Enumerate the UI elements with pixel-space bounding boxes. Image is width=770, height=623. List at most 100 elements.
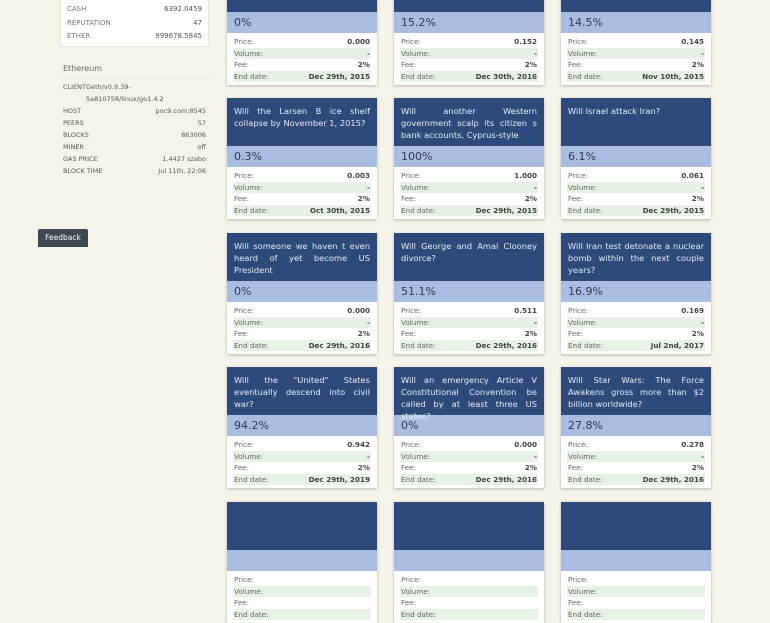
detail-label: Price:: [568, 440, 588, 449]
market-details: Price: 0.152 Volume: - Fee: 2% End date: Dec 30…: [394, 33, 544, 85]
detail-value: 0.942: [347, 440, 370, 449]
detail-label: End date:: [234, 474, 269, 484]
detail-label: Fee:: [401, 598, 417, 607]
ethereum-value: poc9.com:8545: [155, 107, 207, 115]
market-question[interactable]: Will the Larsen B ice shelf collapse by …: [227, 98, 377, 146]
market-details: Price: 0.942 Volume: - Fee: 2% End date: Dec 29…: [227, 436, 377, 488]
market-question[interactable]: Will Israel attack Iran?: [561, 98, 711, 146]
detail-price: Price: 0.000: [233, 305, 371, 317]
detail-value: 0.169: [681, 306, 704, 315]
market-card[interactable]: Will Star Wars: The Force Awakens gross …: [561, 367, 711, 488]
detail-label: Fee:: [568, 463, 584, 472]
market-question[interactable]: 2015?: [227, 0, 377, 12]
detail-value: Dec 29th, 2015: [308, 71, 370, 81]
detail-value: 0.278: [681, 440, 704, 449]
ethereum-row: BLOCK TIME Jul 11th, 22:06: [60, 165, 209, 177]
detail-label: End date:: [234, 609, 269, 619]
detail-label: Fee:: [568, 60, 584, 69]
account-summary: CASH 6392.0459 REPUTATION 47 ETHER 999678.584…: [60, 0, 209, 47]
detail-end: End date: Jul 2nd, 2017: [567, 339, 705, 351]
market-card[interactable]: Will the Larsen B ice shelf collapse by …: [227, 98, 377, 219]
detail-fee: Fee: 2%: [567, 462, 705, 474]
detail-label: Volume:: [401, 182, 431, 192]
detail-label: End date:: [568, 609, 603, 619]
market-card[interactable]: Will George and Amal Clooney divorce? 51…: [394, 233, 544, 354]
detail-label: End date:: [568, 71, 603, 81]
market-question[interactable]: Will Iran test detonate a nuclear bomb w…: [561, 233, 711, 281]
ethereum-panel: Ethereum CLIENT Geth/v0.9.39-5a810758/lin…: [60, 60, 209, 177]
market-card[interactable]: Price: Volume: Fee: End date:: [561, 502, 711, 623]
market-probability: [394, 550, 544, 571]
market-details: Price: 0.145 Volume: - Fee: 2% End date: Nov 10…: [561, 33, 711, 85]
market-card[interactable]: Price: Volume: Fee: End date:: [394, 502, 544, 623]
ethereum-label: BLOCKS: [63, 131, 89, 139]
detail-value: 2%: [691, 329, 704, 338]
detail-label: End date:: [234, 340, 269, 350]
market-question[interactable]: [227, 502, 377, 550]
ethereum-label: BLOCK TIME: [63, 167, 103, 175]
detail-value: -: [367, 182, 370, 192]
market-card[interactable]: Will an emergency Article V Constitution…: [394, 367, 544, 488]
detail-fee: Fee:: [233, 597, 371, 609]
detail-label: Volume:: [401, 48, 431, 58]
detail-label: Fee:: [401, 194, 417, 203]
detail-label: Price:: [234, 37, 254, 46]
market-card[interactable]: Will someone we haven t even heard of ye…: [227, 233, 377, 354]
market-card[interactable]: 15.2% Price: 0.152 Volume: - Fee: 2% End date:…: [394, 0, 544, 85]
detail-label: Fee:: [568, 329, 584, 338]
account-value: 6392.0459: [164, 5, 202, 13]
market-question[interactable]: Will an emergency Article V Constitution…: [394, 367, 544, 421]
detail-value: Dec 29th, 2015: [475, 205, 537, 215]
detail-volume: Volume:: [567, 585, 705, 597]
detail-price: Price: 0.145: [567, 36, 705, 48]
detail-price: Price: 0.000: [233, 36, 371, 48]
detail-price: Price: 1.000: [400, 170, 538, 182]
market-question[interactable]: Will someone we haven t even heard of ye…: [227, 233, 377, 281]
detail-end: End date:: [400, 608, 538, 620]
detail-label: Price:: [234, 575, 254, 584]
detail-fee: Fee: 2%: [233, 59, 371, 71]
detail-volume: Volume:: [400, 585, 538, 597]
detail-label: Volume:: [234, 317, 264, 327]
market-card[interactable]: Will Iran test detonate a nuclear bomb w…: [561, 233, 711, 354]
market-question[interactable]: [394, 0, 544, 12]
detail-value: 0.145: [681, 37, 704, 46]
detail-label: Fee:: [401, 463, 417, 472]
detail-price: Price: 0.152: [400, 36, 538, 48]
ethereum-row: BLOCKS 863006: [60, 129, 209, 141]
detail-label: Price:: [401, 37, 421, 46]
market-probability: [561, 550, 711, 571]
account-value: 999678.5845: [155, 32, 202, 40]
market-details: Price: Volume: Fee: End date:: [394, 571, 544, 623]
detail-label: End date:: [401, 71, 436, 81]
detail-price: Price:: [400, 574, 538, 586]
market-question[interactable]: Will the "United" States eventually desc…: [227, 367, 377, 415]
market-question[interactable]: [561, 0, 711, 12]
market-question[interactable]: [561, 502, 711, 550]
market-question[interactable]: Will Star Wars: The Force Awakens gross …: [561, 367, 711, 415]
detail-label: Volume:: [568, 182, 598, 192]
market-card[interactable]: 14.5% Price: 0.145 Volume: - Fee: 2% End date:…: [561, 0, 711, 85]
market-details: Price: 0.003 Volume: - Fee: 2% End date: Oct 30…: [227, 167, 377, 219]
market-card[interactable]: Price: Volume: Fee: End date:: [227, 502, 377, 623]
feedback-button[interactable]: Feedback: [38, 229, 88, 247]
market-probability: 100%: [394, 146, 544, 167]
market-question[interactable]: Will another Western government scalp it…: [394, 98, 544, 146]
market-details: Price: Volume: Fee: End date:: [561, 571, 711, 623]
detail-label: Volume:: [568, 586, 598, 596]
market-question[interactable]: Will George and Amal Clooney divorce?: [394, 233, 544, 281]
market-card[interactable]: Will Israel attack Iran? 6.1% Price: 0.06…: [561, 98, 711, 219]
market-question[interactable]: [394, 502, 544, 550]
detail-value: 2%: [524, 60, 537, 69]
market-card[interactable]: Will another Western government scalp it…: [394, 98, 544, 219]
detail-value: -: [367, 317, 370, 327]
detail-value: Oct 30th, 2015: [309, 205, 370, 215]
detail-label: Volume:: [568, 48, 598, 58]
ethereum-title: Ethereum: [60, 60, 209, 79]
market-probability: 14.5%: [561, 12, 711, 33]
ethereum-row: PEERS 57: [60, 117, 209, 129]
market-card[interactable]: Will the "United" States eventually desc…: [227, 367, 377, 488]
detail-fee: Fee:: [400, 597, 538, 609]
detail-fee: Fee: 2%: [400, 59, 538, 71]
